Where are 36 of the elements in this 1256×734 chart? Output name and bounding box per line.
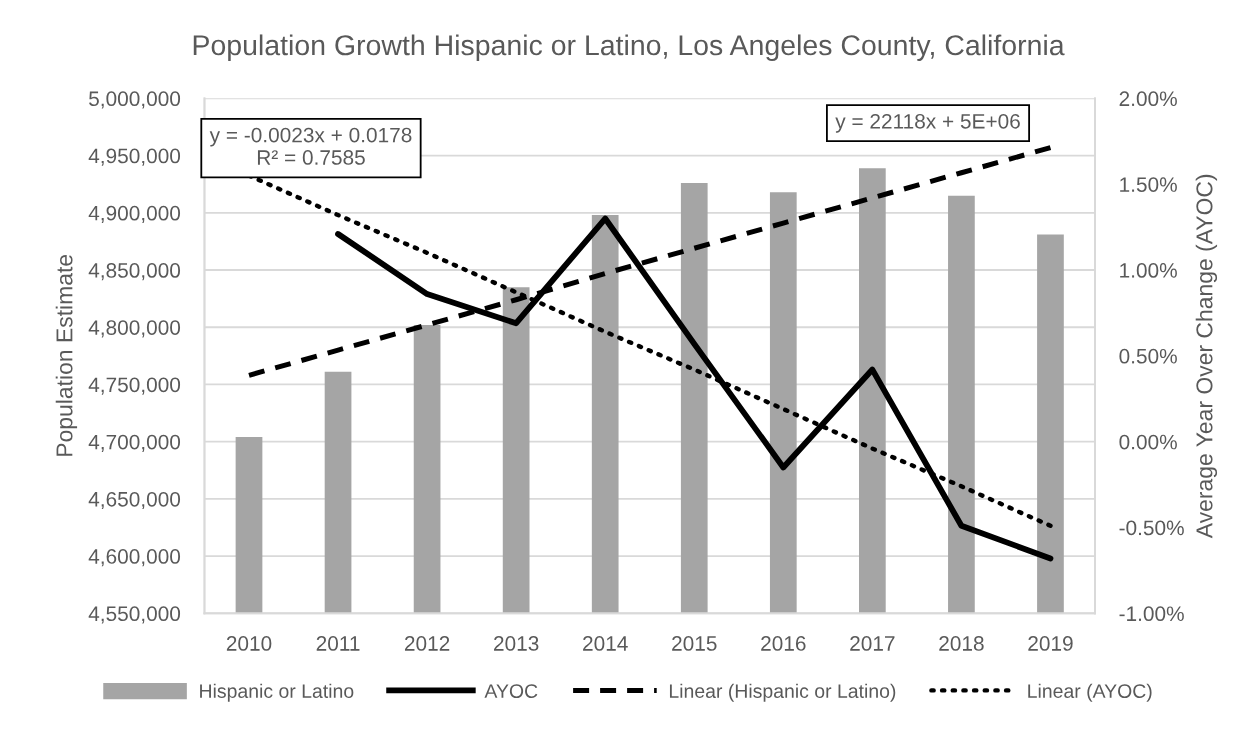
y2-axis-title: Average Year Over Change (AYOC) [1195, 174, 1218, 539]
x-tick-label: 2014 [583, 636, 628, 651]
y2-tick-label: -0.50% [1119, 520, 1184, 536]
y-tick-label: 4,950,000 [88, 148, 181, 166]
y2-tick-label: 0.50% [1119, 348, 1177, 364]
y-tick-label: 4,550,000 [88, 606, 181, 624]
chart-title: Population Growth Hispanic or Latino, Los Angeles County, California [193, 34, 1065, 61]
legend-label: Linear (Hispanic or Latino) [669, 683, 896, 702]
y-axis-title: Population Estimate [55, 254, 78, 456]
legend-label: Linear (AYOC) [1028, 683, 1152, 702]
y2-tick-label: 2.00% [1119, 91, 1177, 107]
x-tick-label: 2018 [939, 636, 984, 651]
y2-tick-label: 0.00% [1119, 434, 1177, 450]
x-tick-label: 2017 [850, 636, 895, 651]
y-tick-label: 4,650,000 [88, 491, 181, 510]
legend-label: AYOC [484, 684, 538, 698]
x-tick-label: 2015 [672, 636, 717, 651]
annotation: y = -0.0023x + 0.0178 R² = 0.7585 [209, 127, 412, 165]
y2-tick-label: -1.00% [1119, 606, 1184, 622]
x-tick-label: 2010 [226, 636, 272, 651]
x-tick-label: 2016 [761, 636, 806, 651]
y-tick-label: 4,800,000 [88, 320, 181, 338]
x-tick-label: 2012 [404, 636, 450, 651]
x-tick-label: 2011 [316, 636, 360, 651]
x-tick-label: 2013 [494, 636, 539, 651]
x-tick-label: 2019 [1028, 636, 1073, 651]
y-tick-label: 4,750,000 [88, 377, 181, 395]
y2-tick-label: 1.50% [1120, 177, 1177, 192]
y-tick-label: 4,600,000 [88, 549, 181, 567]
y-tick-label: 4,700,000 [88, 434, 181, 452]
y-tick-label: 4,900,000 [88, 205, 181, 224]
annotation: y = 22118x + 5E+06 [835, 113, 1020, 133]
y2-tick-label: 1.00% [1120, 263, 1177, 278]
legend-label: Hispanic or Latino [200, 683, 354, 702]
y-tick-label: 5,000,000 [89, 91, 181, 109]
y-tick-label: 4,850,000 [88, 263, 181, 281]
